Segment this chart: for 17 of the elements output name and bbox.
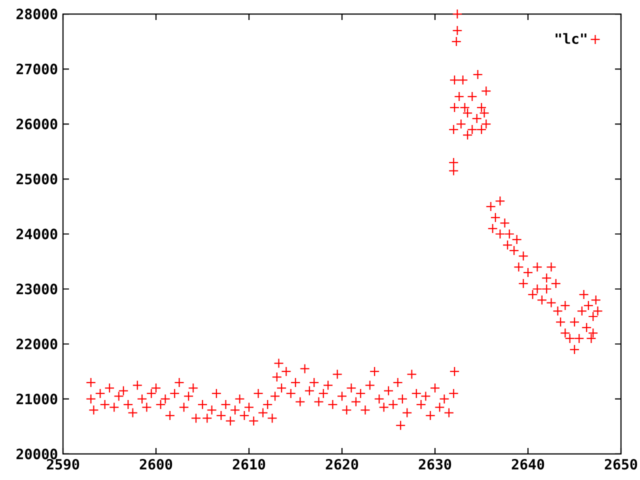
x-tick-label: 2610: [232, 458, 266, 470]
y-tick-label: 24000: [16, 228, 58, 240]
y-tick-label: 21000: [16, 394, 58, 404]
y-tick-label: 25000: [16, 174, 58, 184]
x-tick-label: 2590: [46, 458, 80, 470]
y-tick-label: 27000: [16, 64, 58, 74]
x-tick-label: 2640: [512, 458, 544, 470]
y-tick-label: 26000: [16, 118, 58, 130]
y-tick-label: 20000: [16, 448, 58, 460]
x-tick-label: 2650: [604, 458, 638, 470]
legend-label: "lc": [556, 33, 586, 44]
y-tick-label: 23000: [16, 284, 58, 294]
x-tick-label: 2600: [140, 458, 172, 470]
x-tick-label: 2620: [326, 458, 358, 470]
y-tick-label: 22000: [16, 338, 58, 350]
x-tick-label: 2630: [418, 458, 452, 470]
y-tick-label: 28000: [16, 8, 58, 20]
